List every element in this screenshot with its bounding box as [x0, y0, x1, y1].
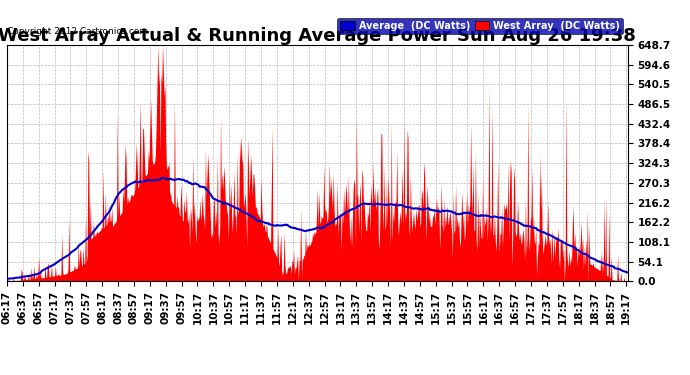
Text: Copyright 2012 Cartronics.com: Copyright 2012 Cartronics.com [7, 27, 148, 36]
Legend: Average  (DC Watts), West Array  (DC Watts): Average (DC Watts), West Array (DC Watts… [337, 18, 623, 34]
Title: West Array Actual & Running Average Power Sun Aug 26 19:38: West Array Actual & Running Average Powe… [0, 27, 636, 45]
